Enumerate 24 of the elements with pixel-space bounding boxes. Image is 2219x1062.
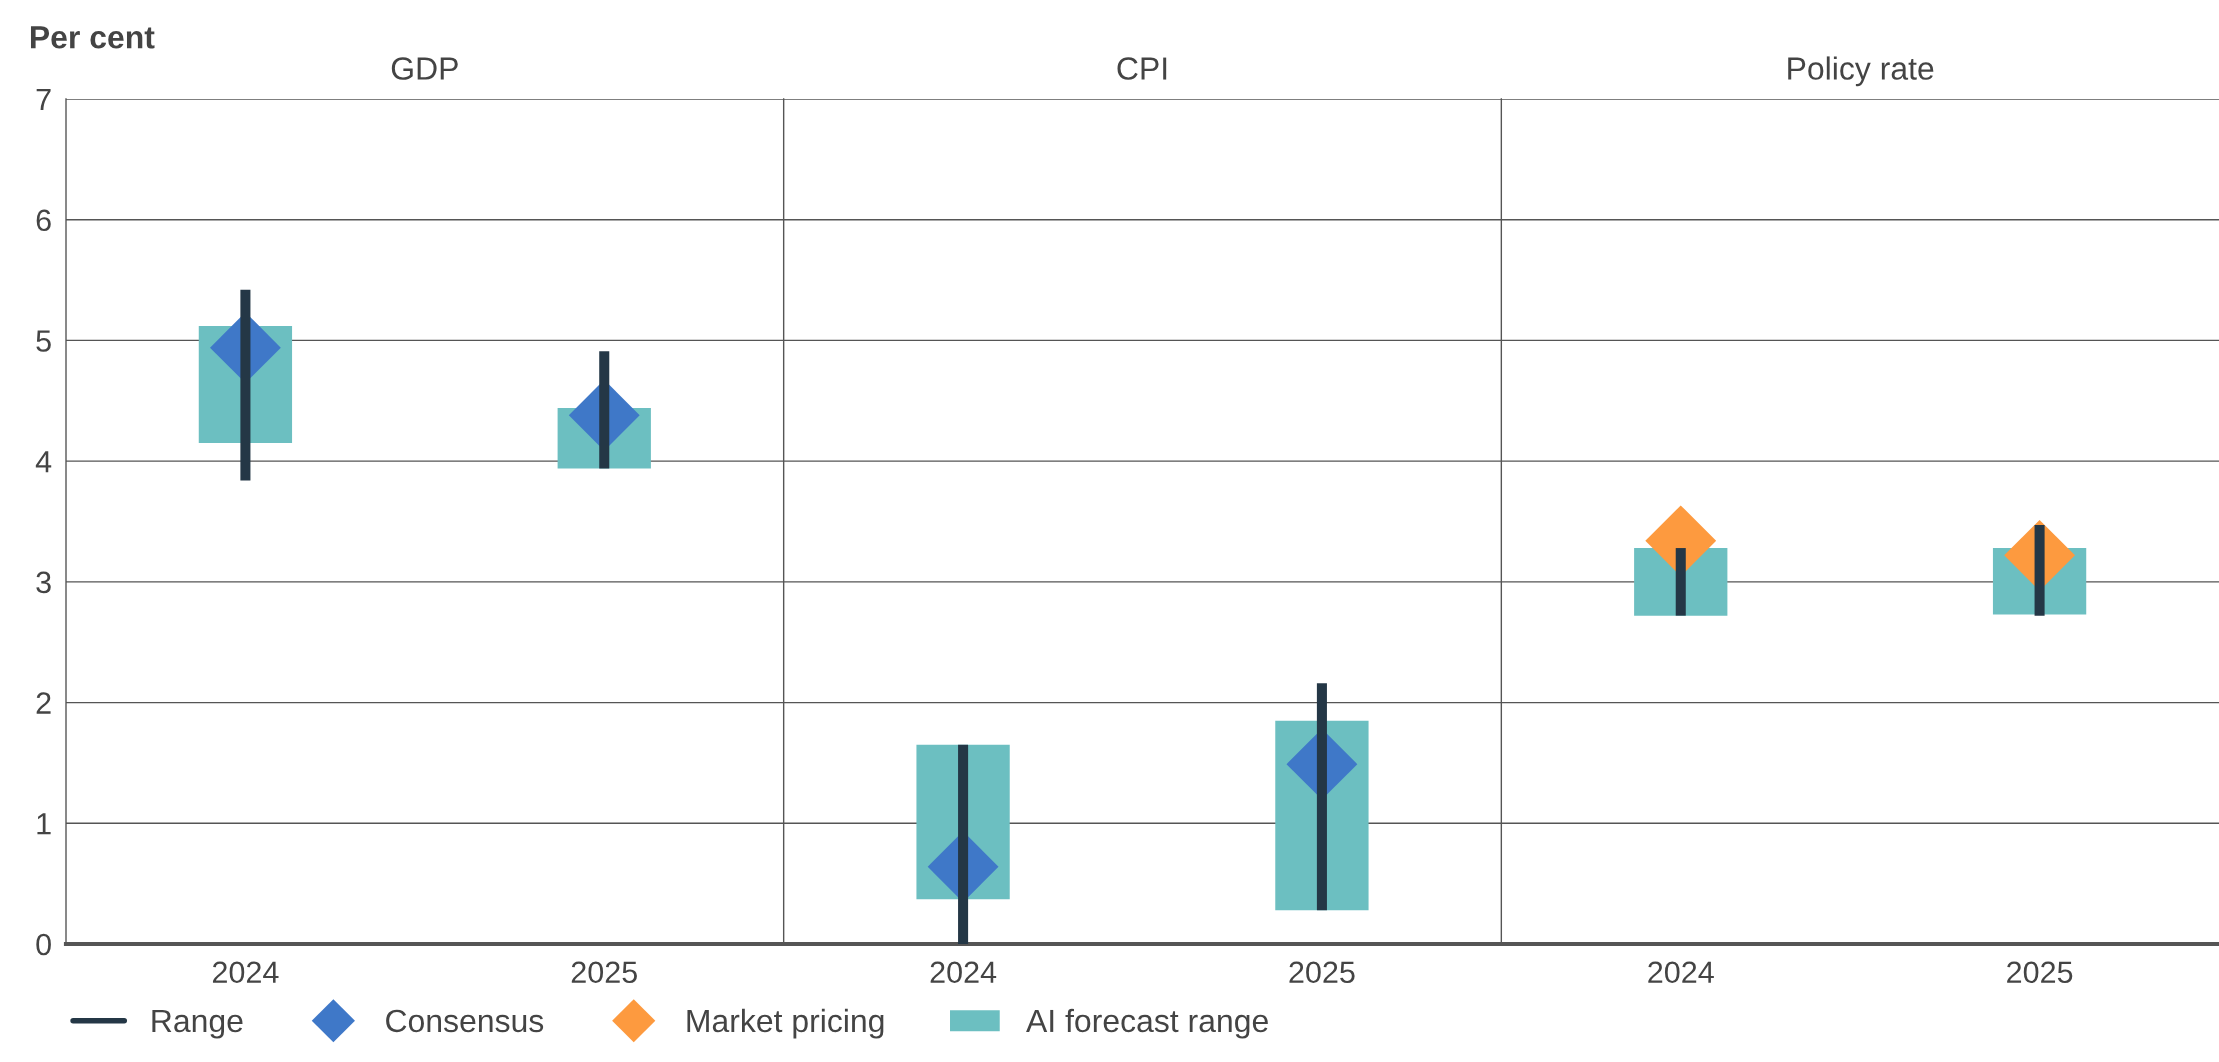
y-tick-label: 4 xyxy=(35,451,52,473)
legend-label: Consensus xyxy=(386,1009,544,1033)
chart-title: GDP xyxy=(391,57,458,80)
y-tick-label: 0 xyxy=(36,933,51,956)
y-tick-label: 6 xyxy=(36,209,51,232)
legend-label: AI forecast range xyxy=(1026,1008,1268,1039)
x-tick-label: 2025 xyxy=(2007,961,2073,984)
legend-label: Market pricing xyxy=(687,1008,884,1039)
x-tick-label: 2024 xyxy=(212,961,279,984)
y-tick-label: 2 xyxy=(36,692,51,714)
chart-title: Policy rate xyxy=(1788,56,1934,87)
legend-label: Range xyxy=(152,1009,243,1039)
y-tick-label: 3 xyxy=(36,571,51,594)
x-tick-label: 2025 xyxy=(1289,961,1355,984)
bar xyxy=(240,289,251,481)
y-tick-label: 1 xyxy=(37,813,51,835)
bar xyxy=(599,351,610,469)
x-tick-label: 2024 xyxy=(1648,961,1714,984)
chart-title: CPI xyxy=(1117,57,1167,80)
x-tick-label: 2024 xyxy=(930,961,997,984)
x-tick-label: 2025 xyxy=(571,961,637,984)
y-axis-title: Per cent xyxy=(30,26,155,49)
y-tick-label: 7 xyxy=(36,89,51,111)
y-tick-label: 5 xyxy=(36,330,51,352)
